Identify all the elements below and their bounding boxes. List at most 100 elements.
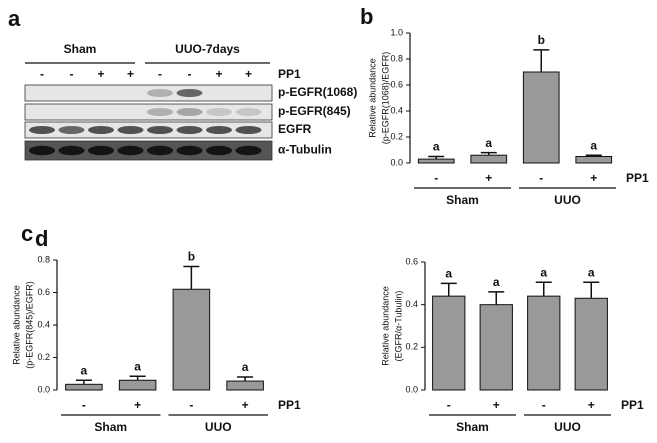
y-tick-label: 1.0 [390, 27, 403, 37]
blot-band [176, 89, 203, 97]
y-axis-label: (p-EGFR(845)/EGFR) [24, 281, 34, 369]
blot-band [206, 145, 232, 156]
blot-band [147, 145, 173, 156]
y-tick-label: 0.4 [390, 105, 403, 115]
y-axis-label: Relative abundance [11, 285, 21, 365]
x-axis-label: PP1 [278, 398, 301, 412]
bar [226, 380, 264, 391]
blot-band [58, 145, 85, 156]
significance-label: a [433, 140, 440, 154]
significance-label: a [445, 267, 452, 281]
blot-band [88, 145, 114, 156]
bar [575, 156, 613, 164]
bar [417, 158, 455, 164]
y-axis-label: (EGFR/α-Tubulin) [393, 291, 403, 362]
x-tick-label: - [447, 398, 451, 412]
x-tick-label: + [588, 398, 595, 412]
group-label: Sham [94, 420, 127, 434]
treatment-label: PP1 [278, 67, 301, 81]
significance-label: a [493, 275, 500, 289]
blot-label: EGFR [278, 122, 312, 136]
blot-band [206, 108, 232, 116]
bar [522, 71, 560, 164]
x-tick-label: - [542, 398, 546, 412]
blot-strip [24, 84, 273, 102]
blot-band [58, 126, 85, 134]
treatment-sign: + [245, 67, 252, 81]
error-bar [480, 151, 497, 156]
blot-band [176, 108, 203, 116]
error-bar [535, 281, 552, 297]
treatment-sign: + [215, 67, 222, 81]
x-tick-label: - [82, 398, 86, 412]
y-tick-label: 0.0 [37, 384, 50, 394]
bar [527, 295, 561, 391]
x-axis-label: PP1 [621, 398, 644, 412]
significance-label: b [188, 250, 195, 264]
y-tick-label: 0.8 [37, 254, 50, 264]
blot-band [176, 126, 203, 134]
significance-label: a [81, 363, 88, 377]
y-tick-label: 0.6 [405, 256, 418, 266]
y-tick-label: 0.6 [37, 287, 50, 297]
blot-band [117, 126, 144, 134]
bar [479, 304, 513, 391]
bar [172, 288, 211, 391]
x-tick-label: + [590, 171, 597, 185]
group-label: Sham [446, 193, 479, 207]
x-tick-label: + [242, 398, 249, 412]
treatment-sign: - [40, 67, 44, 81]
group-label: UUO [554, 420, 581, 434]
blot-band [29, 145, 55, 156]
treatment-sign: - [158, 67, 162, 81]
blot-label: p-EGFR(845) [278, 104, 351, 118]
blot-label: p-EGFR(1068) [278, 85, 357, 99]
panel-letter: b [360, 4, 373, 29]
treatment-sign: + [97, 67, 104, 81]
blot-band [147, 126, 173, 134]
x-tick-label: - [539, 171, 543, 185]
group-label: Sham [64, 42, 97, 56]
y-axis-label: (p-EGFR(1068)/EGFR) [380, 52, 390, 145]
significance-label: a [134, 359, 141, 373]
bar [65, 383, 103, 391]
error-bar [440, 282, 457, 297]
bar [118, 379, 157, 391]
blot-strip [24, 103, 273, 121]
y-tick-label: 0.6 [390, 79, 403, 89]
y-tick-label: 0.2 [37, 352, 50, 362]
bar [432, 295, 466, 391]
y-tick-label: 0.2 [390, 131, 403, 141]
group-label: UUO [554, 193, 581, 207]
blot-band [176, 145, 203, 156]
error-bar [129, 375, 146, 381]
significance-label: a [242, 360, 249, 374]
y-axis-label: Relative abundance [380, 286, 390, 366]
x-tick-label: - [434, 171, 438, 185]
panel-letter: d [35, 226, 48, 251]
blot-band [117, 145, 144, 156]
group-label: UUO-7days [175, 42, 240, 56]
group-label: Sham [456, 420, 489, 434]
significance-label: a [485, 136, 492, 150]
error-bar [488, 291, 505, 305]
y-tick-label: 0.4 [37, 319, 50, 329]
treatment-sign: - [70, 67, 74, 81]
y-tick-label: 0.0 [390, 157, 403, 167]
blot-label: α-Tubulin [278, 143, 332, 157]
error-bar [183, 265, 200, 290]
blot-band [29, 126, 55, 134]
error-bar [533, 49, 550, 72]
group-label: UUO [205, 420, 232, 434]
y-tick-label: 0.0 [405, 384, 418, 394]
blot-band [88, 126, 114, 134]
x-tick-label: - [189, 398, 193, 412]
significance-label: a [590, 138, 597, 152]
panel-letter: a [8, 6, 21, 31]
error-bar [237, 376, 254, 382]
error-bar [585, 154, 602, 157]
x-tick-label: + [485, 171, 492, 185]
blot-band [206, 126, 232, 134]
treatment-sign: - [188, 67, 192, 81]
